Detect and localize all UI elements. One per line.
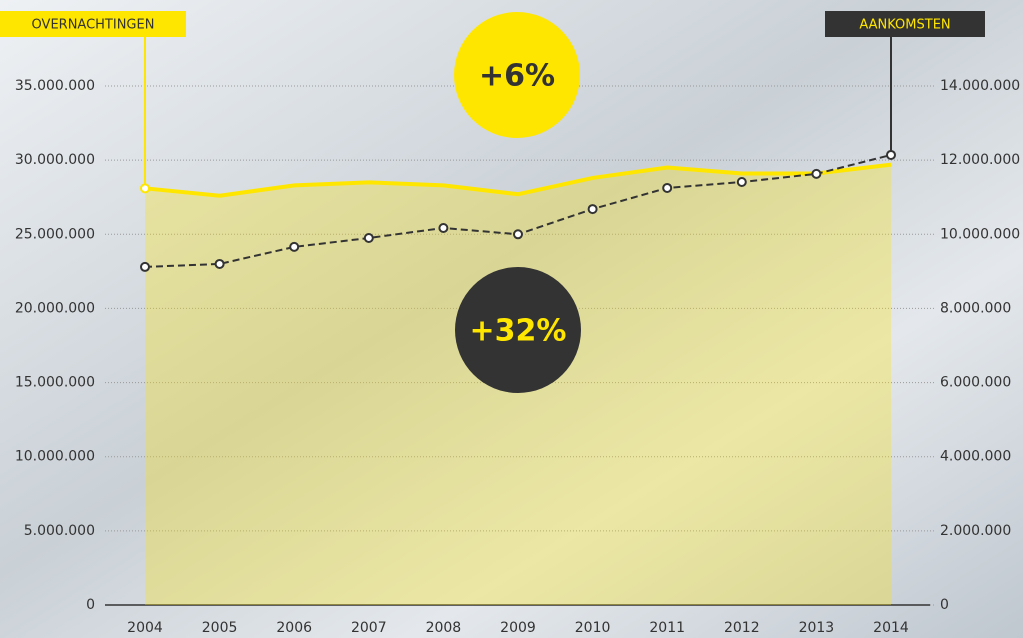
marker: [513, 229, 523, 240]
marker: [438, 222, 449, 233]
y-tick-label: 30.000.000: [15, 152, 95, 168]
x-tick-label: 2012: [724, 620, 760, 636]
y2-tick-label: 14.000.000: [940, 78, 1020, 94]
x-tick-label: 2008: [426, 620, 462, 636]
y2-tick-label: 6.000.000: [940, 375, 1011, 391]
marker: [587, 204, 598, 215]
y2-tick-label: 10.000.000: [940, 226, 1020, 242]
x-tick-label: 2013: [799, 620, 835, 636]
y-tick-label: 35.000.000: [15, 78, 95, 94]
annotation: +32%: [470, 314, 567, 349]
y2-tick-label: 2.000.000: [940, 523, 1011, 539]
marker: [886, 149, 896, 160]
y2-tick-label: 12.000.000: [940, 152, 1020, 168]
annotation-circle: [455, 267, 581, 393]
marker: [140, 261, 150, 272]
marker: [811, 168, 822, 179]
y-tick-label: 20.000.000: [15, 300, 95, 316]
annotation: +6%: [479, 59, 555, 94]
x-tick-label: 2007: [351, 620, 387, 636]
marker: [140, 183, 150, 194]
line: [144, 162, 892, 198]
y2-tick-label: 0: [940, 597, 949, 613]
y-tick-label: 0: [86, 597, 95, 613]
y-tick-label: 5.000.000: [24, 523, 95, 539]
y-tick-label: 15.000.000: [15, 375, 95, 391]
x-tick-label: 2011: [649, 620, 685, 636]
y-tick-label: 25.000.000: [15, 226, 95, 242]
y-tick-label: 10.000.000: [15, 449, 95, 465]
x-tick-label: 2004: [127, 620, 163, 636]
marker: [662, 182, 673, 193]
marker: [289, 241, 300, 252]
x-tick-label: 2014: [873, 620, 909, 636]
x-tick-label: 2005: [202, 620, 238, 636]
x-tick-label: 2010: [575, 620, 611, 636]
legend-box: [825, 11, 985, 37]
x-tick-label: 2006: [276, 620, 312, 636]
marker: [214, 258, 225, 269]
marker: [736, 177, 747, 188]
legend-label: AANKOMSTEN: [859, 18, 950, 33]
marker: [363, 232, 374, 243]
y2-tick-label: 4.000.000: [940, 449, 1011, 465]
y2-tick-label: 8.000.000: [940, 300, 1011, 316]
annotation-circle: [454, 12, 580, 138]
x-tick-label: 2009: [500, 620, 536, 636]
legend-label: OVERNACHTINGEN: [32, 18, 155, 33]
legend-box: [0, 11, 186, 37]
